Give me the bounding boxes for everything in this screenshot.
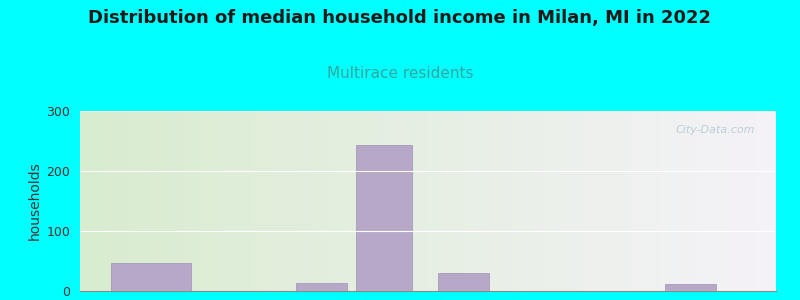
Text: Distribution of median household income in Milan, MI in 2022: Distribution of median household income … [89, 9, 711, 27]
Y-axis label: households: households [28, 162, 42, 240]
Bar [296, 283, 347, 291]
Text: City-Data.com: City-Data.com [676, 125, 755, 135]
Text: Multirace residents: Multirace residents [326, 66, 474, 81]
Bar [111, 263, 190, 291]
Bar [355, 145, 412, 291]
Bar [438, 273, 489, 291]
Bar [666, 284, 716, 291]
